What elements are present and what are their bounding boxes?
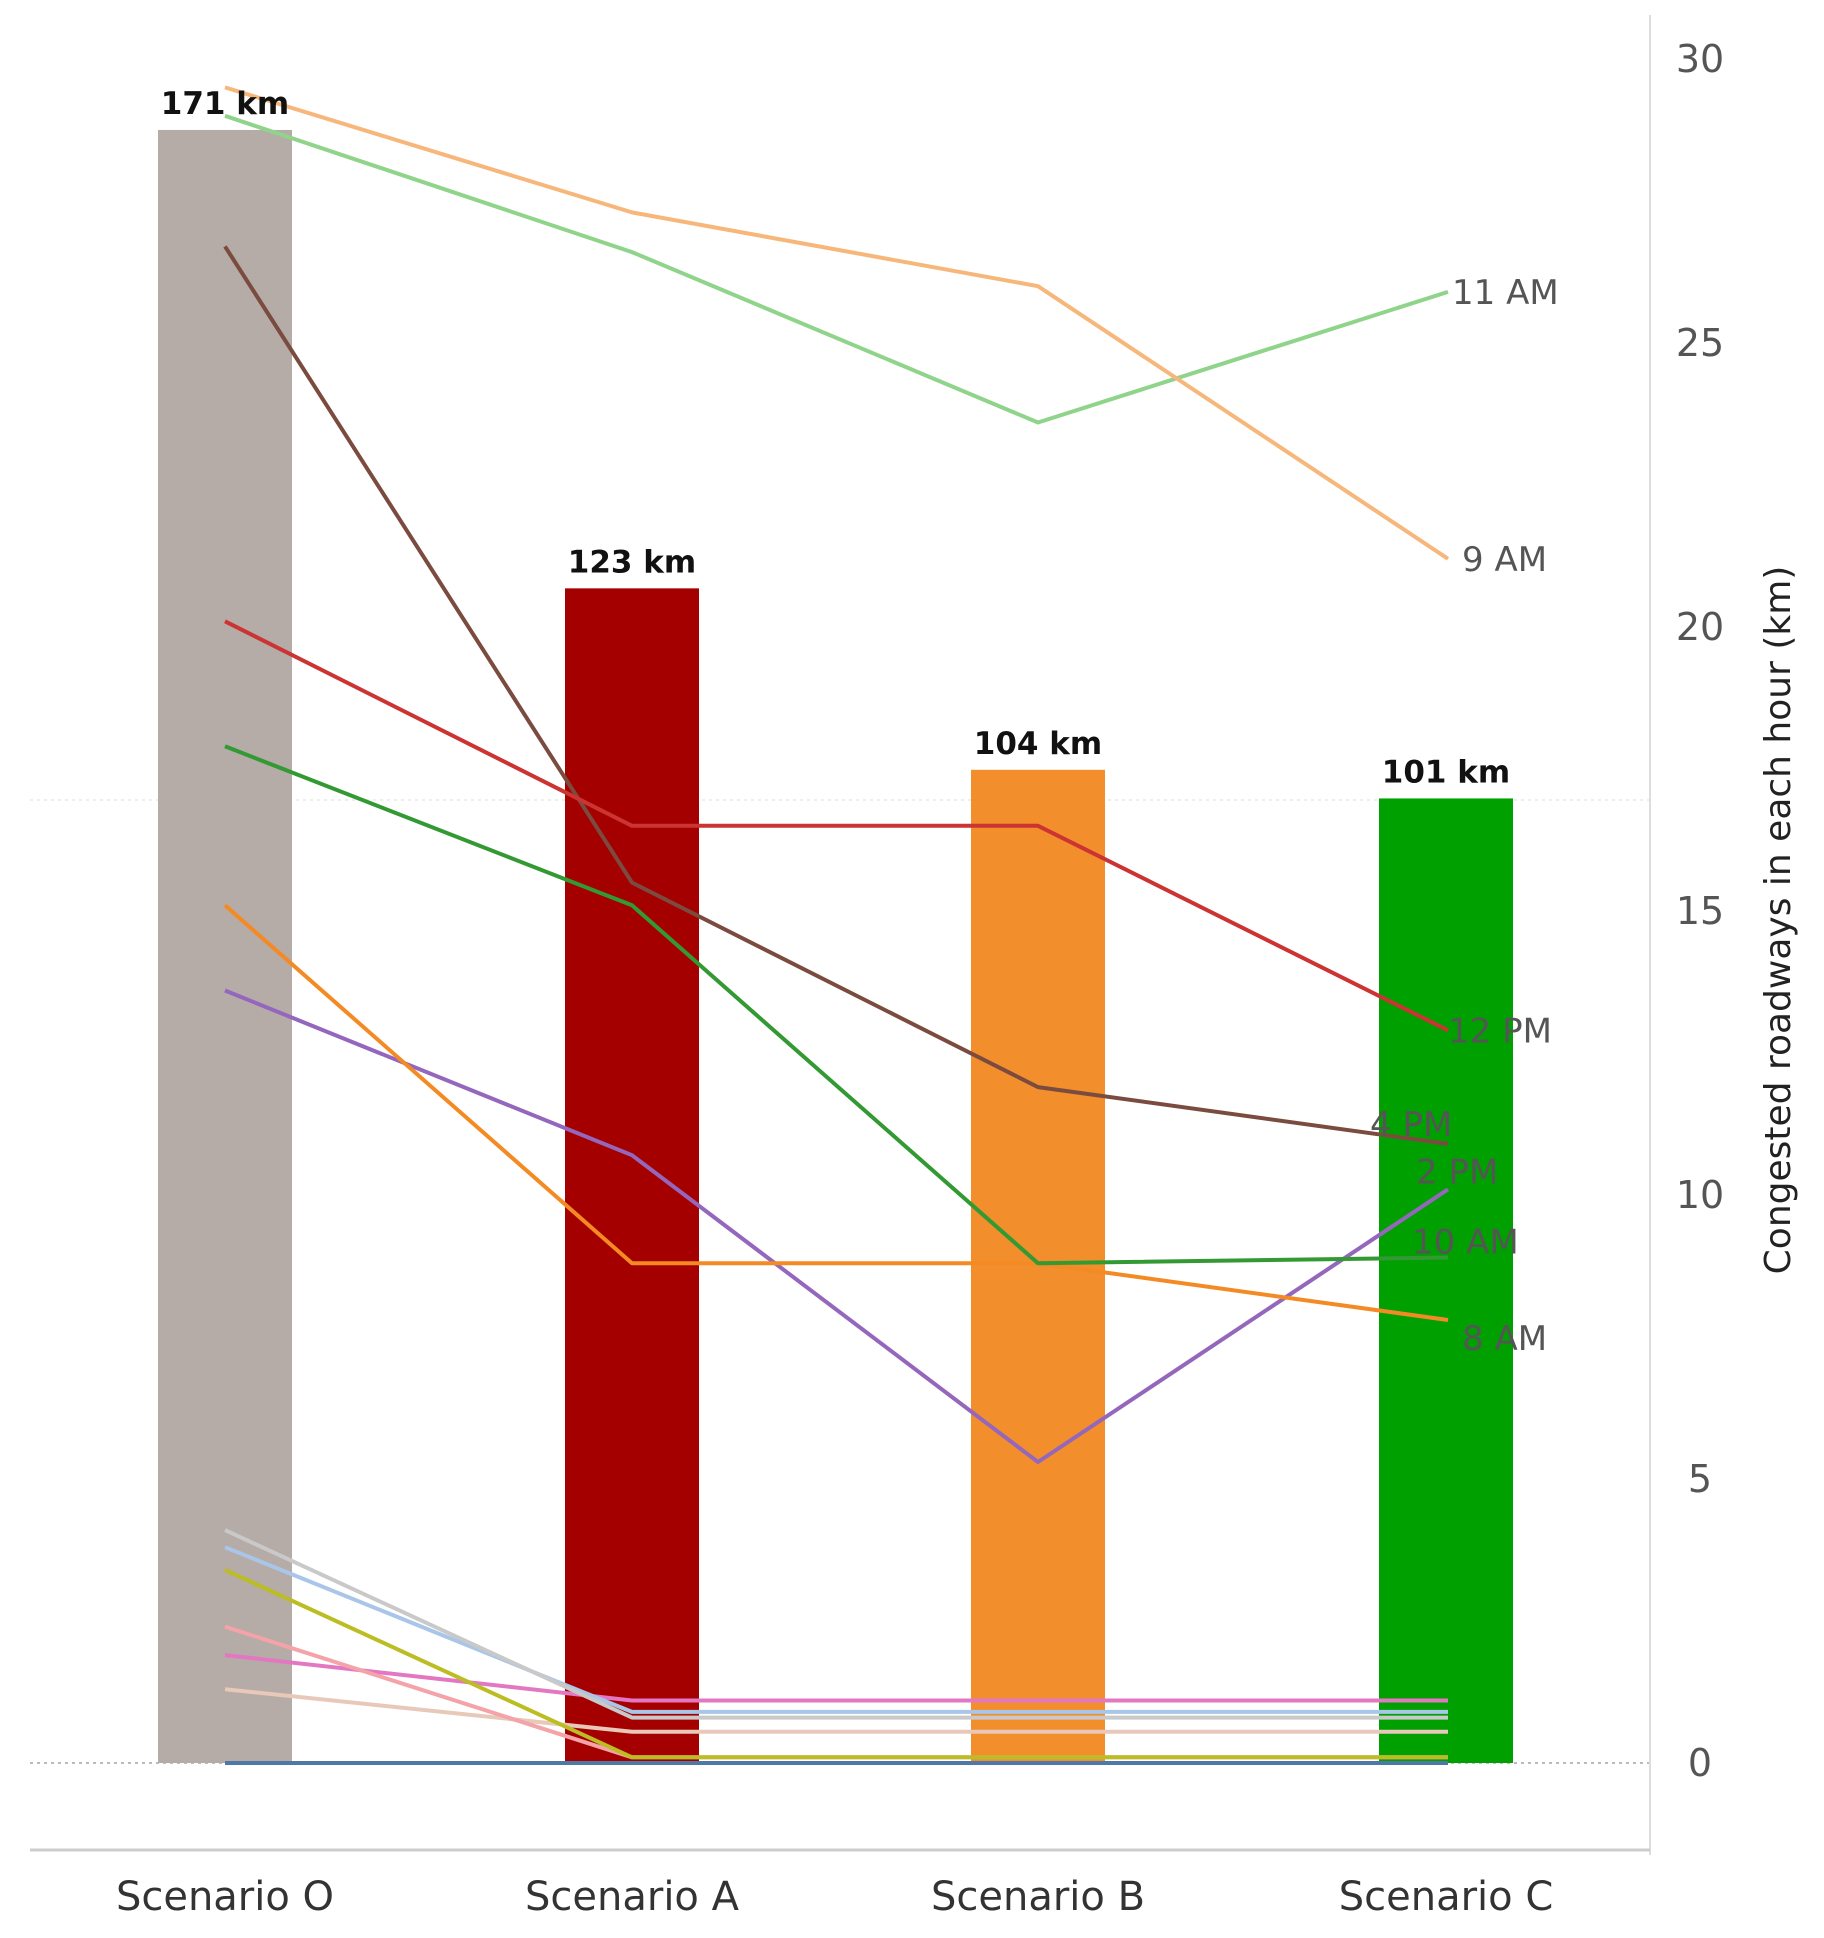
axes: 0 5 10 15 20 25 30 Scenario O Scenario A Scenario… [30, 15, 1724, 1920]
y-tick-5: 5 [1688, 1457, 1712, 1501]
series-label-10-am: 10 AM [1412, 1222, 1519, 1262]
series-line-12-pm [224, 619, 1449, 1033]
series-line-other-hour-2 [224, 1545, 1448, 1714]
y-tick-30: 30 [1676, 37, 1724, 81]
bar-scenario-a [565, 588, 699, 1763]
y-tick-20: 20 [1676, 605, 1724, 649]
bars [158, 129, 1513, 1764]
series-line-other-hour-1 [224, 1528, 1448, 1720]
series-label-12-pm: 12 PM [1448, 1011, 1552, 1051]
bar-label-scenario-a: 123 km [568, 544, 696, 580]
series-lines [223, 85, 1450, 1765]
series-label-4-pm: 4 PM [1370, 1105, 1452, 1145]
y-tick-10: 10 [1676, 1173, 1724, 1217]
series-label-11-am: 11 AM [1452, 273, 1559, 313]
series-line-4-pm [223, 245, 1449, 1146]
series-line-other-hour-4 [224, 1624, 1448, 1760]
bar-label-scenario-c: 101 km [1382, 754, 1510, 790]
y-tick-0: 0 [1688, 1741, 1712, 1785]
series-line-11-am [224, 113, 1449, 425]
series-line-2-pm [224, 988, 1450, 1464]
series-line-other-hour-5 [224, 1653, 1448, 1703]
y-axis-title: Congested roadways in each hour (km) [1758, 566, 1799, 1275]
bar-scenario-c [1379, 798, 1513, 1763]
x-tick-scenario-b: Scenario B [931, 1874, 1145, 1920]
x-tick-scenario-c: Scenario C [1339, 1874, 1554, 1920]
x-tick-scenario-a: Scenario A [525, 1874, 740, 1920]
bar-label-scenario-o: 171 km [161, 86, 289, 122]
series-line-other-hour-6 [224, 1687, 1448, 1734]
series-line-other-hour-3 [224, 1568, 1448, 1760]
series-label-2-pm: 2 PM [1416, 1152, 1498, 1192]
bar-label-scenario-b: 104 km [974, 726, 1102, 762]
series-label-8-am: 8 AM [1462, 1319, 1547, 1359]
series-line-8-am [223, 903, 1449, 1322]
y-tick-25: 25 [1676, 321, 1724, 365]
x-tick-scenario-o: Scenario O [116, 1874, 334, 1920]
y-tick-15: 15 [1676, 889, 1724, 933]
series-line-9-am [224, 85, 1450, 561]
series-label-9-am: 9 AM [1462, 540, 1547, 580]
bar-scenario-b [971, 769, 1105, 1763]
series-line-10-am [224, 744, 1449, 1266]
labels: 171 km 123 km 104 km 101 km 9 AM 11 AM 12 PM 4 … [161, 86, 1559, 1359]
